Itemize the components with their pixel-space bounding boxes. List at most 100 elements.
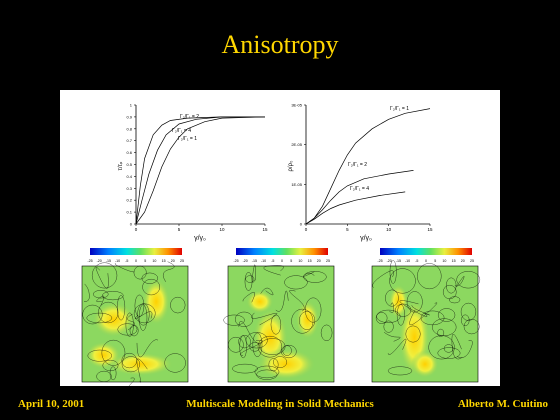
contour-line (141, 272, 158, 284)
chart-left: τ/τₚ γ/γ₀ 00.10.20.30.40.50.60.70.80.910… (118, 103, 268, 243)
chart-left-xlabel: γ/γ₀ (194, 235, 206, 242)
contour-line (383, 320, 394, 333)
contour-line (385, 289, 399, 307)
contour-line (87, 349, 112, 362)
contour-line (223, 314, 245, 326)
contour-line (275, 290, 289, 312)
contour-line (299, 311, 316, 330)
contour-line (451, 334, 463, 360)
colorbar-tick-label: 20 (317, 259, 321, 263)
contour-line (409, 302, 438, 326)
contour-line (134, 294, 145, 317)
contour-map-2: -25 -20 -15 -10 -5 0 5 10 15 20 25 (223, 248, 335, 383)
contour-line (245, 275, 255, 283)
contour-line (249, 342, 261, 352)
contour-line (235, 311, 254, 327)
contour-line (387, 366, 413, 376)
contour-line (376, 309, 401, 323)
contour-line (437, 308, 456, 322)
chart-left-series-label: Γ₂/Γ₁ = 1 (178, 136, 197, 142)
contour-line (387, 338, 407, 355)
contour-hotspot (411, 350, 439, 379)
colorbar (90, 248, 182, 255)
chart-right-ytick-label: 2E-05 (291, 142, 302, 147)
colorbar-tick-label: -15 (396, 259, 401, 263)
chart-right-series-label: Γ₂/Γ₁ = 2 (348, 162, 367, 168)
chart-left-series-line (135, 116, 265, 225)
chart-left-ytick-label: 0.7 (126, 138, 132, 143)
contour-line (252, 264, 256, 283)
colorbar-tick-label: 20 (171, 259, 175, 263)
contour-line (244, 272, 253, 291)
colorbar-tick-label: -20 (97, 259, 102, 263)
contour-line (91, 262, 118, 289)
chart-right-ytick-label: 1E-05 (291, 182, 302, 187)
colorbar-tick-label: 0 (135, 259, 137, 263)
colorbar-tick-label: -15 (252, 259, 257, 263)
contour-line (442, 285, 457, 300)
colorbar-tick-label: -10 (261, 259, 266, 263)
contour-hotspot (142, 277, 171, 326)
colorbar-tick-label: -15 (106, 259, 111, 263)
contour-line (281, 344, 297, 359)
contour-hotspot (106, 352, 175, 377)
contour-line (291, 308, 314, 334)
contour-line (282, 345, 292, 356)
colorbar-tick-label: -5 (125, 259, 128, 263)
contour-line (443, 344, 454, 353)
contour-line (463, 319, 480, 335)
contour-line (102, 359, 119, 372)
contour-map-1: -25 -20 -15 -10 -5 0 5 10 15 20 25 (81, 248, 189, 393)
contour-line (417, 263, 442, 290)
chart-left-ytick-label: 0.3 (126, 186, 132, 191)
contour-line (406, 291, 423, 313)
chart-right-xlabel: γ/γ₀ (360, 235, 372, 242)
chart-right-series-label: Γ₂/Γ₁ = 1 (390, 106, 409, 112)
chart-left-series-label: Γ₂/Γ₁ = 2 (180, 114, 199, 120)
colorbar-tick-label: 20 (461, 259, 465, 263)
contour-line (238, 335, 251, 349)
chart-right-ytick-label: 3E-05 (291, 103, 302, 108)
colorbar-tick-label: 5 (290, 259, 292, 263)
contour-line (251, 312, 278, 326)
chart-right-xtick-label: 15 (427, 227, 433, 232)
contour-line (252, 332, 263, 357)
contour-line (405, 325, 421, 343)
chart-right-series-line (305, 170, 414, 225)
contour-line (93, 290, 109, 299)
contour-line (101, 339, 126, 366)
chart-left-ytick-label: 0.9 (126, 114, 132, 119)
footer-author: Alberto M. Cuitino (457, 398, 548, 410)
contour-line (142, 279, 160, 296)
contour-line (134, 311, 153, 320)
chart-left-ytick-label: 0.6 (126, 150, 132, 155)
contour-line (82, 304, 103, 325)
chart-left-series-label: Γ₂/Γ₁ = 4 (172, 128, 191, 134)
contour-line (228, 337, 244, 353)
chart-right-xtick-label: 0 (305, 227, 308, 232)
contour-line (383, 332, 401, 342)
contour-line (372, 270, 394, 288)
colorbar-tick-label: 0 (281, 259, 283, 263)
contour-line (399, 300, 428, 317)
contour-line (136, 339, 159, 358)
contour-line (389, 302, 394, 313)
contour-line (98, 301, 119, 324)
contour-line (240, 340, 263, 356)
contour-line (109, 366, 117, 381)
contour-line (96, 370, 112, 382)
chart-left-xtick-label: 15 (262, 227, 268, 232)
contour-line (242, 292, 255, 303)
contour-line (117, 295, 126, 321)
figure-canvas: τ/τₚ γ/γ₀ 00.10.20.30.40.50.60.70.80.910… (81, 103, 481, 393)
chart-left-xtick-label: 10 (219, 227, 225, 232)
contour-line (163, 261, 175, 282)
contour-line (461, 314, 470, 327)
contour-line (437, 347, 461, 359)
colorbar-tick-label: -25 (87, 259, 92, 263)
contour-line (456, 271, 481, 289)
colorbar-tick-label: -5 (271, 259, 274, 263)
chart-left-series-line (135, 116, 266, 225)
colorbar-tick-label: -5 (415, 259, 418, 263)
chart-left-xtick-label: 5 (178, 227, 181, 232)
